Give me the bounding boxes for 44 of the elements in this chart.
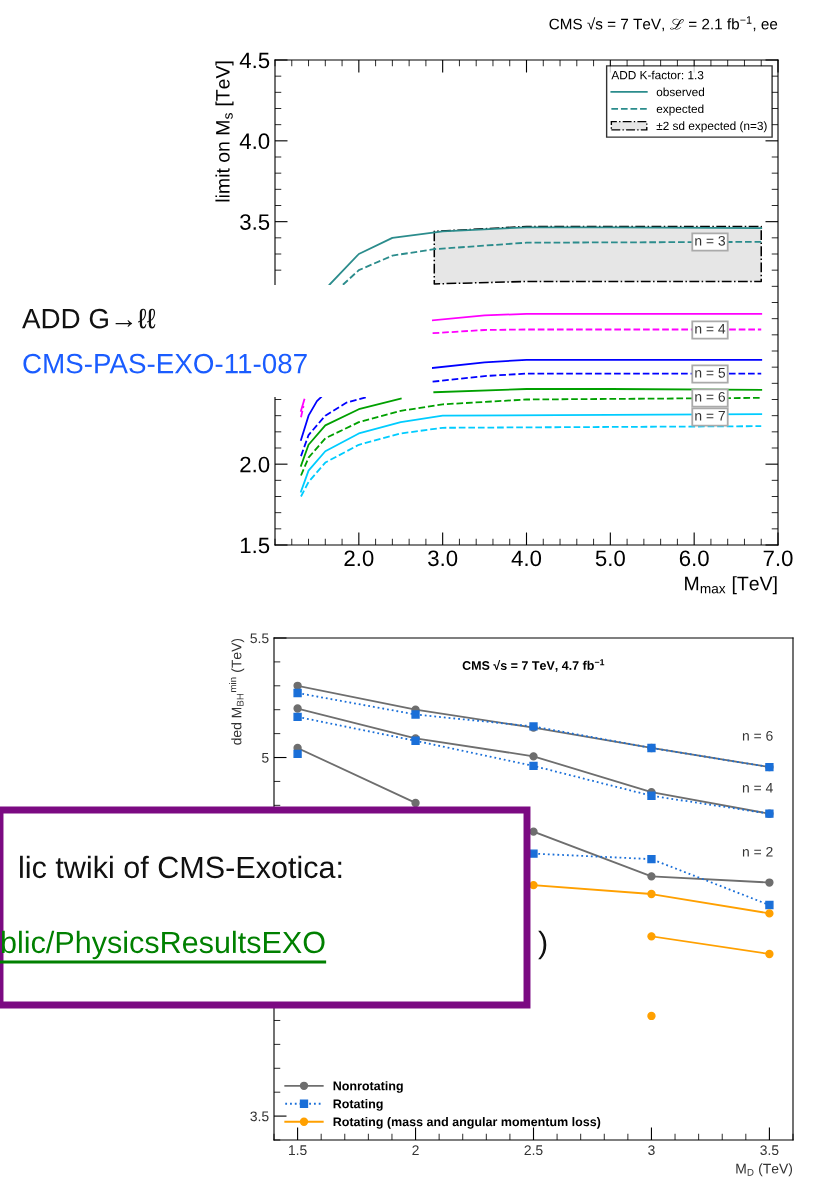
x-tick-label: 2.5	[524, 1145, 543, 1156]
x-tick-label: 4.0	[511, 550, 542, 567]
legend-label: Rotating	[333, 1099, 383, 1111]
legend-label: expected	[656, 104, 704, 116]
annotation: n = 2	[742, 846, 773, 857]
annotation: lic twiki of CMS-Exotica:	[20, 855, 342, 879]
annotation: CMS-PAS-EXO-11-087	[23, 353, 307, 374]
annotation: n = 3	[695, 235, 726, 246]
annotation: n = 4	[695, 324, 726, 334]
x-tick-label: 3.0	[428, 550, 458, 567]
x-tick-label: 5.0	[595, 550, 625, 567]
x-tick-label: 1.5	[289, 1145, 307, 1156]
annotation: n = 7	[695, 411, 725, 421]
x-tick-label: 3.5	[760, 1145, 779, 1156]
x-axis-title: M$_{D}$ (TeV)	[736, 1163, 793, 1177]
chart-title: CMS √s = 7 TeV, ℒ = 2.1 fb$^{−1}$, ee	[549, 16, 778, 32]
y-tick-label: 2.0	[240, 456, 270, 473]
text: ADD G→ℓℓ	[22, 308, 156, 329]
legend-label: Nonrotating	[333, 1081, 403, 1093]
legend-label: Rotating (mass and angular momentum loss)	[333, 1117, 601, 1129]
y-tick-label: 3.5	[250, 1111, 269, 1122]
x-tick-label: 6.0	[679, 550, 709, 567]
annotation: ±2 sd expected (n=3)	[656, 121, 767, 133]
annotation: )	[538, 930, 547, 960]
y-tick-label: 5.5	[250, 633, 269, 644]
x-axis-title: M$_{max}$ [TeV]	[685, 576, 777, 595]
y-tick-label: 1.5	[240, 537, 270, 554]
annotation: n = 5	[695, 368, 726, 378]
x-tick-label: 3	[648, 1145, 655, 1156]
annotation: n = 6	[695, 391, 726, 402]
x-tick-label: 2	[412, 1145, 419, 1155]
legend-title: ADD K-factor: 1.3	[611, 70, 704, 80]
y-tick-label: 4.0	[239, 133, 270, 150]
y-tick-label: 5	[261, 753, 269, 763]
y-axis-title: limit on M$_{s}$ [TeV]	[215, 61, 234, 202]
legend-label: observed	[656, 87, 705, 97]
y-tick-label: 4.5	[239, 52, 270, 69]
annotation: n = 6	[742, 730, 773, 741]
x-tick-label: 7.0	[763, 550, 793, 567]
annotation: n = 4	[742, 783, 773, 793]
y-axis-title: ded M$_{BH}$$^{min}$ (TeV)	[229, 638, 245, 745]
y-tick-label: 3.5	[240, 214, 270, 230]
x-tick-label: 2.0	[344, 550, 374, 567]
text: CMS √s = 7 TeV, 4.7 fb$^{−1}$	[462, 659, 605, 672]
